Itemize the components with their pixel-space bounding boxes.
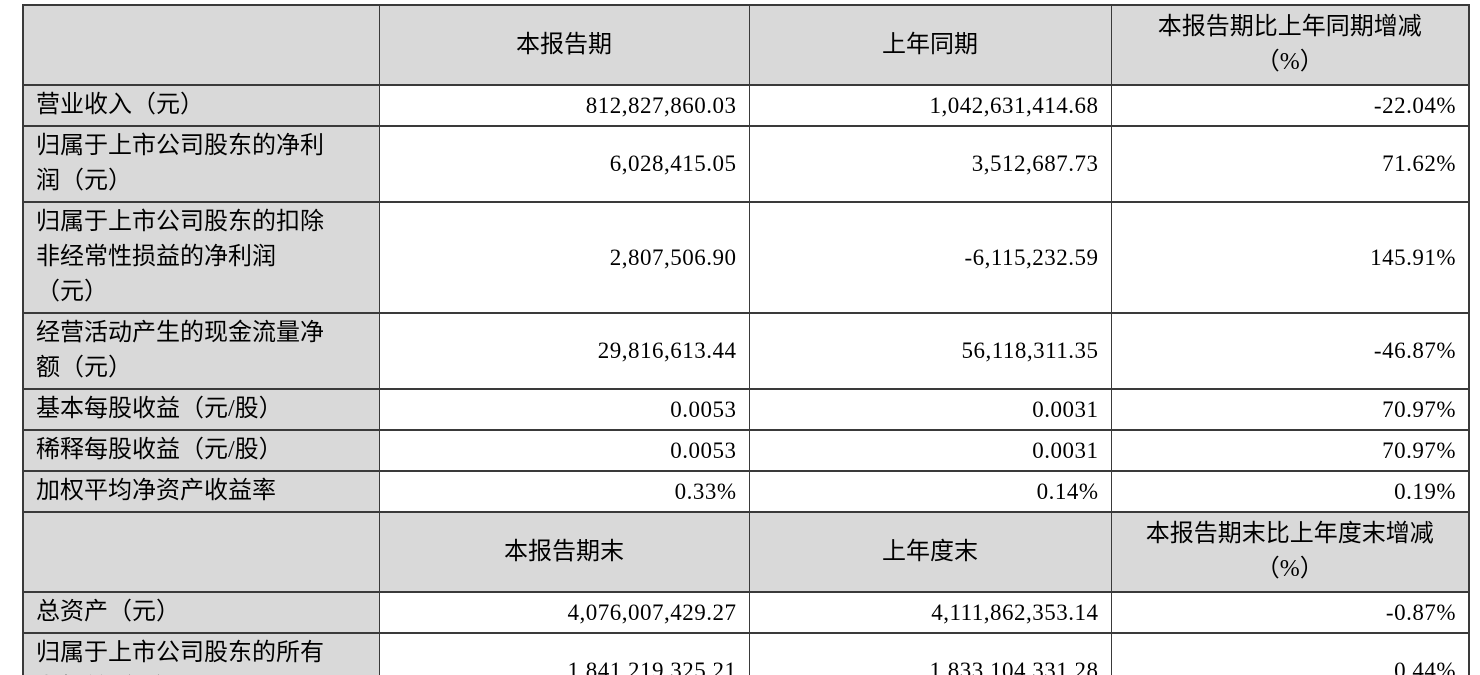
current-period-cell: 4,076,007,429.27 bbox=[378, 591, 750, 634]
table-row-basic-eps: 基本每股收益（元/股） 0.0053 0.0031 70.97% bbox=[22, 388, 1470, 431]
table-row-net-profit: 归属于上市公司股东的净利 润（元） 6,028,415.05 3,512,687… bbox=[22, 125, 1470, 203]
current-period-cell: 6,028,415.05 bbox=[378, 125, 750, 203]
column-header-prior-period: 上年同期 bbox=[748, 4, 1112, 86]
current-period-cell: 2,807,506.90 bbox=[378, 201, 750, 314]
current-period-cell: 29,816,613.44 bbox=[378, 312, 750, 390]
column-header-current-period: 本报告期 bbox=[378, 4, 750, 86]
prior-period-cell: 1,042,631,414.68 bbox=[748, 84, 1112, 127]
change-cell: 0.44% bbox=[1110, 632, 1470, 675]
column-header-prior-year-end: 上年度末 bbox=[748, 511, 1112, 593]
table-row-diluted-eps: 稀释每股收益（元/股） 0.0053 0.0031 70.97% bbox=[22, 429, 1470, 472]
row-label-cell: 归属于上市公司股东的扣除 非经常性损益的净利润 （元） bbox=[22, 201, 380, 314]
change-cell: -22.04% bbox=[1110, 84, 1470, 127]
prior-period-cell: 56,118,311.35 bbox=[748, 312, 1112, 390]
column-header-period-change: 本报告期比上年同期增减 （%） bbox=[1110, 4, 1470, 86]
row-label-cell: 稀释每股收益（元/股） bbox=[22, 429, 380, 472]
current-period-cell: 1,841,219,325.21 bbox=[378, 632, 750, 675]
column-header-end-change: 本报告期末比上年度末增减 （%） bbox=[1110, 511, 1470, 593]
current-period-cell: 0.0053 bbox=[378, 429, 750, 472]
header-corner-cell bbox=[22, 511, 380, 593]
header-row-balance: 本报告期末 上年度末 本报告期末比上年度末增减 （%） bbox=[22, 511, 1470, 593]
row-label-cell: 经营活动产生的现金流量净 额（元） bbox=[22, 312, 380, 390]
table-row-operating-revenue: 营业收入（元） 812,827,860.03 1,042,631,414.68 … bbox=[22, 84, 1470, 127]
change-cell: -46.87% bbox=[1110, 312, 1470, 390]
prior-period-cell: 0.14% bbox=[748, 470, 1112, 513]
current-period-cell: 0.0053 bbox=[378, 388, 750, 431]
column-header-period-end: 本报告期末 bbox=[378, 511, 750, 593]
prior-period-cell: 4,111,862,353.14 bbox=[748, 591, 1112, 634]
change-cell: 70.97% bbox=[1110, 429, 1470, 472]
header-corner-cell bbox=[22, 4, 380, 86]
table-row-weighted-avg-roe: 加权平均净资产收益率 0.33% 0.14% 0.19% bbox=[22, 470, 1470, 513]
current-period-cell: 0.33% bbox=[378, 470, 750, 513]
current-period-cell: 812,827,860.03 bbox=[378, 84, 750, 127]
prior-period-cell: 0.0031 bbox=[748, 429, 1112, 472]
prior-period-cell: -6,115,232.59 bbox=[748, 201, 1112, 314]
prior-period-cell: 3,512,687.73 bbox=[748, 125, 1112, 203]
row-label-cell: 总资产（元） bbox=[22, 591, 380, 634]
table-row-total-assets: 总资产（元） 4,076,007,429.27 4,111,862,353.14… bbox=[22, 591, 1470, 634]
prior-period-cell: 0.0031 bbox=[748, 388, 1112, 431]
change-cell: 145.91% bbox=[1110, 201, 1470, 314]
prior-period-cell: 1,833,104,331.28 bbox=[748, 632, 1112, 675]
table-row-shareholders-equity: 归属于上市公司股东的所有 者权益（元） 1,841,219,325.21 1,8… bbox=[22, 632, 1470, 675]
row-label-cell: 营业收入（元） bbox=[22, 84, 380, 127]
change-cell: -0.87% bbox=[1110, 591, 1470, 634]
change-cell: 71.62% bbox=[1110, 125, 1470, 203]
table-row-net-profit-excl-nonrecurring: 归属于上市公司股东的扣除 非经常性损益的净利润 （元） 2,807,506.90… bbox=[22, 201, 1470, 314]
row-label-cell: 归属于上市公司股东的净利 润（元） bbox=[22, 125, 380, 203]
change-cell: 70.97% bbox=[1110, 388, 1470, 431]
table-row-operating-cash-flow: 经营活动产生的现金流量净 额（元） 29,816,613.44 56,118,3… bbox=[22, 312, 1470, 390]
header-row-period: 本报告期 上年同期 本报告期比上年同期增减 （%） bbox=[22, 4, 1470, 86]
row-label-cell: 基本每股收益（元/股） bbox=[22, 388, 380, 431]
financial-summary-table: 本报告期 上年同期 本报告期比上年同期增减 （%） 营业收入（元） 812,82… bbox=[22, 4, 1470, 675]
row-label-cell: 加权平均净资产收益率 bbox=[22, 470, 380, 513]
change-cell: 0.19% bbox=[1110, 470, 1470, 513]
row-label-cell: 归属于上市公司股东的所有 者权益（元） bbox=[22, 632, 380, 675]
